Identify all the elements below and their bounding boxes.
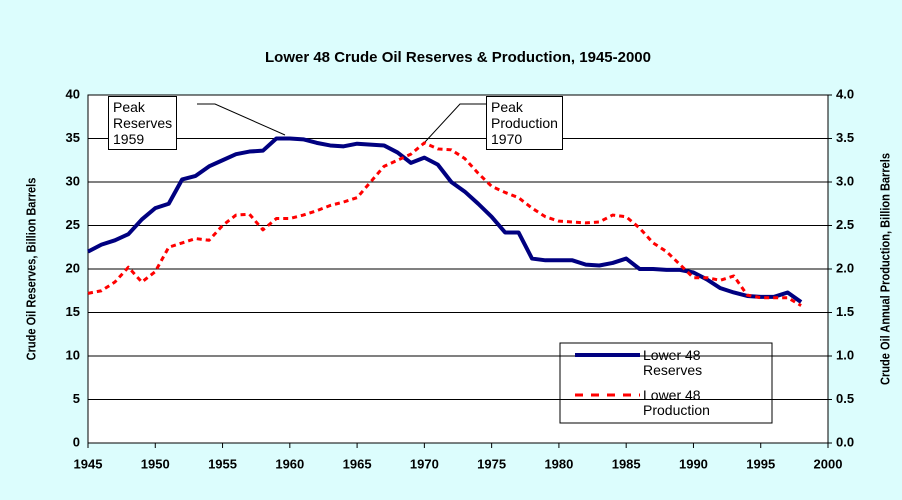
legend-label: Lower 48 Production <box>643 387 710 418</box>
series-line <box>87 136 803 304</box>
chart-title: Lower 48 Crude Oil Reserves & Production… <box>265 49 651 66</box>
y2-axis-label: Crude Oil Annual Production, Billion Bar… <box>878 153 893 385</box>
y-tick-label: 35 <box>66 130 80 145</box>
y2-tick-label: 3.5 <box>836 130 854 145</box>
y-tick-label: 20 <box>66 260 80 275</box>
y-tick-label: 5 <box>73 391 80 406</box>
y-tick-label: 40 <box>66 86 80 101</box>
leader-line <box>197 103 286 136</box>
y2-tick-label: 1.5 <box>836 304 854 319</box>
x-tick-label: 1965 <box>343 456 372 471</box>
x-tick-label: 2000 <box>814 456 843 471</box>
annotation: Peak Production 1970 <box>486 96 563 150</box>
y2-tick-label: 2.0 <box>836 260 854 275</box>
x-tick-label: 1980 <box>544 456 573 471</box>
y-tick-label: 10 <box>66 347 80 362</box>
x-tick-label: 1950 <box>141 456 170 471</box>
legend-label: Lower 48 Reserves <box>643 347 703 378</box>
x-tick-label: 1945 <box>74 456 103 471</box>
y-tick-label: 0 <box>73 434 80 449</box>
y-axis-label: Crude Oil Reserves, Billion Barrels <box>24 177 39 360</box>
y2-tick-label: 0.0 <box>836 434 854 449</box>
y-tick-label: 30 <box>66 173 80 188</box>
y2-tick-label: 2.5 <box>836 217 854 232</box>
y2-tick-label: 0.5 <box>836 391 854 406</box>
annotation: Peak Reserves 1959 <box>108 96 178 150</box>
x-tick-label: 1960 <box>275 456 304 471</box>
y-tick-label: 25 <box>66 217 80 232</box>
x-tick-label: 1985 <box>612 456 641 471</box>
y-tick-label: 15 <box>66 304 80 319</box>
y2-tick-label: 4.0 <box>836 86 854 101</box>
x-tick-label: 1975 <box>477 456 506 471</box>
x-tick-label: 1990 <box>679 456 708 471</box>
y2-tick-label: 1.0 <box>836 347 854 362</box>
leader-line <box>424 103 486 143</box>
x-tick-label: 1970 <box>410 456 439 471</box>
x-tick-label: 1955 <box>208 456 237 471</box>
series-line <box>87 141 802 307</box>
x-tick-label: 1995 <box>746 456 775 471</box>
y2-tick-label: 3.0 <box>836 173 854 188</box>
